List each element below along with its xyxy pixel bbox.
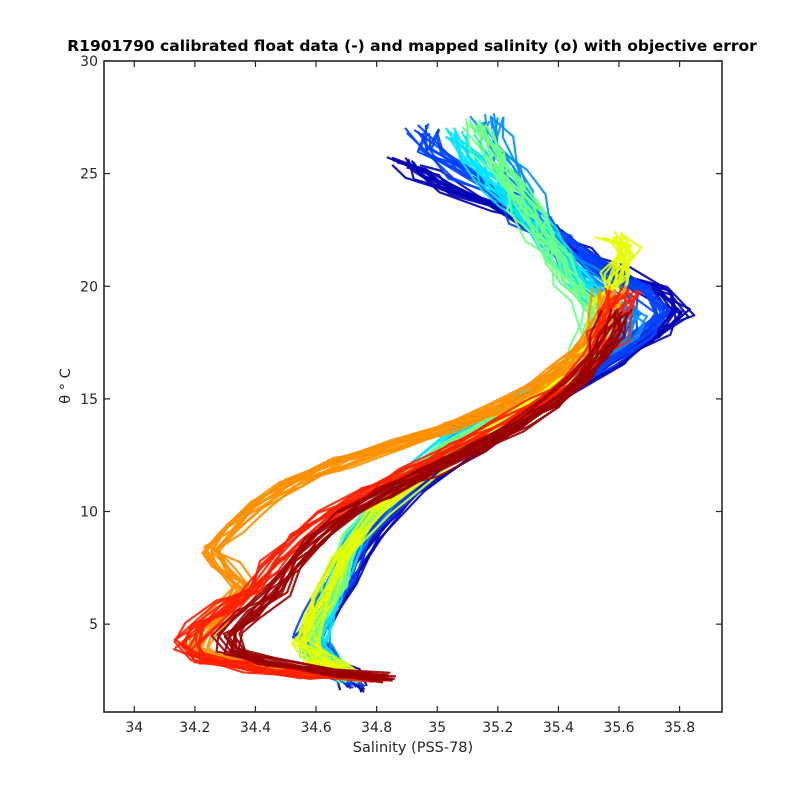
y-tick-label: 30 bbox=[80, 54, 98, 70]
x-tick-label: 34.8 bbox=[361, 720, 392, 736]
plot-frame bbox=[103, 60, 723, 713]
chart-title: R1901790 calibrated float data (-) and m… bbox=[67, 37, 757, 55]
profile-line bbox=[215, 308, 613, 676]
y-axis-label: θ ° C bbox=[58, 368, 74, 403]
x-tick-label: 35.8 bbox=[664, 720, 695, 736]
profile-line bbox=[206, 296, 622, 677]
x-axis-label: Salinity (PSS-78) bbox=[353, 740, 473, 756]
y-tick-label: 5 bbox=[89, 617, 98, 633]
profile-line bbox=[226, 308, 633, 678]
y-tick-label: 20 bbox=[80, 279, 98, 295]
x-tick-label: 35.2 bbox=[482, 720, 513, 736]
x-tick-label: 35.6 bbox=[603, 720, 634, 736]
x-tick-label: 34 bbox=[125, 720, 143, 736]
profile-line bbox=[199, 289, 616, 676]
x-tick-label: 34.4 bbox=[240, 720, 271, 736]
x-tick-label: 35 bbox=[428, 720, 446, 736]
tick-layer: 34 34.2 34.4 34.6 34.8 35 35.2 35.4 35.6 35.8 5 10 1… bbox=[80, 54, 722, 736]
x-tick-label: 34.6 bbox=[300, 720, 331, 736]
series-dark-red bbox=[210, 308, 633, 684]
y-tick-label: 10 bbox=[80, 505, 98, 521]
x-tick-label: 35.4 bbox=[543, 720, 574, 736]
profile-line bbox=[233, 316, 627, 680]
x-tick-label: 34.2 bbox=[179, 720, 210, 736]
y-tick-label: 25 bbox=[80, 167, 98, 183]
y-tick-label: 15 bbox=[80, 392, 98, 408]
series-layer bbox=[172, 113, 696, 693]
